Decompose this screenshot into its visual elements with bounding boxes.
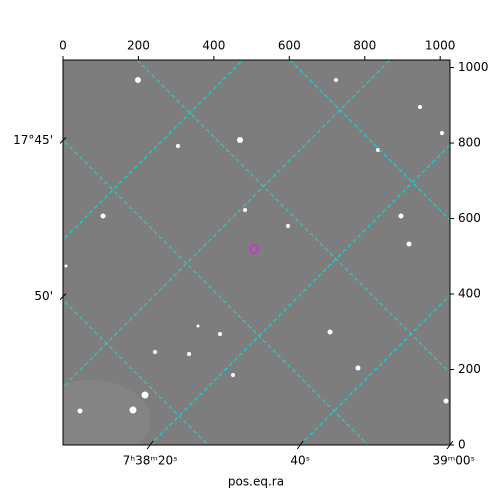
dec-tick — [59, 293, 67, 301]
x-tick-label: 0 — [59, 39, 67, 53]
target-marker — [249, 244, 259, 254]
y-tick-label: 1000 — [458, 60, 489, 74]
x-tick-label: 800 — [353, 39, 376, 53]
ra-tick — [296, 440, 304, 450]
ra-tick-label: 40ˢ — [290, 454, 310, 468]
stars — [64, 77, 449, 414]
ra-tick — [446, 440, 454, 450]
x-tick-label: 200 — [127, 39, 150, 53]
x-tick-label: 1000 — [425, 39, 456, 53]
dec-tick — [59, 137, 67, 144]
frame — [62, 59, 451, 446]
ra-tick — [146, 440, 154, 450]
y-tick-label: 600 — [458, 211, 481, 225]
dec-tick-label: 17°45' — [13, 133, 53, 147]
ra-tick-label: 39ᵐ00ˢ — [433, 454, 476, 468]
x-axis-label: pos.eq.ra — [228, 475, 284, 489]
coordinate-grid — [63, 60, 450, 445]
x-tick-label: 400 — [202, 39, 225, 53]
dec-tick-label: 50' — [34, 289, 53, 303]
y-tick-label: 0 — [458, 438, 466, 452]
x-tick-label: 600 — [278, 39, 301, 53]
y-tick-label: 200 — [458, 362, 481, 376]
ra-tick-label: 7ʰ38ᵐ20ˢ — [123, 454, 178, 468]
sky-content — [63, 60, 450, 445]
y-tick-label: 400 — [458, 287, 481, 301]
y-tick-label: 800 — [458, 136, 481, 150]
